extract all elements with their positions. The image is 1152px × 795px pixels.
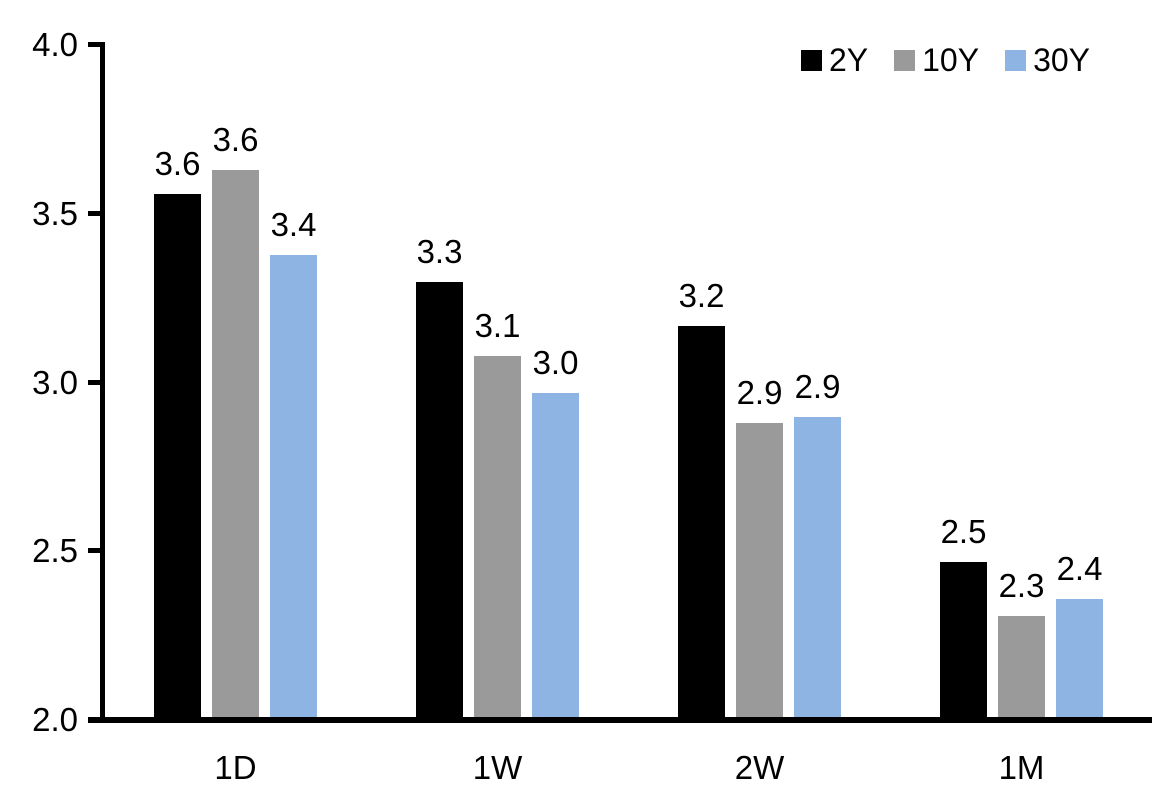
x-axis-category-label: 1D [214, 749, 257, 786]
bar-30y-1w [532, 393, 579, 717]
bar-value-label: 3.1 [474, 306, 521, 344]
y-axis-tick [88, 548, 100, 554]
bar-value-label: 3.4 [270, 205, 317, 243]
y-axis-tick [88, 717, 100, 722]
bar-value-label: 2.4 [1056, 549, 1103, 587]
bar-30y-2w [794, 416, 841, 717]
bar-2y-1m [940, 561, 987, 717]
bar-2y-1w [416, 281, 463, 717]
legend-label-2y: 2Y [828, 42, 869, 78]
legend-item-10y: 10Y [894, 44, 979, 76]
y-axis-tick [88, 42, 100, 47]
y-axis-tick-label: 4.0 [32, 26, 78, 63]
y-axis-tick-label: 3.0 [32, 363, 78, 401]
bar-10y-2w [736, 423, 783, 717]
bar-10y-1w [474, 355, 521, 717]
bar-value-label: 3.0 [532, 344, 579, 381]
legend-label-30y: 30Y [1033, 42, 1090, 78]
bar-10y-1m [998, 615, 1045, 717]
legend: 2Y 10Y 30Y [800, 42, 1090, 78]
x-axis-category-label: 1M [998, 749, 1045, 786]
bar-value-label: 3.3 [416, 232, 463, 270]
bar-value-label: 3.6 [212, 121, 259, 159]
x-axis-category-label: 2W [734, 749, 785, 786]
legend-swatch-30y-icon [1005, 49, 1027, 71]
bar-2y-1d [154, 193, 201, 717]
y-axis-tick-label: 2.5 [32, 532, 78, 570]
y-axis-tick-label: 3.5 [32, 194, 78, 232]
bar-value-label: 2.3 [998, 566, 1045, 604]
bar-30y-1d [270, 254, 317, 717]
y-axis-tick [88, 210, 100, 216]
legend-item-2y: 2Y [800, 42, 869, 78]
bar-value-label: 3.6 [154, 144, 201, 182]
bar-value-label: 2.9 [794, 367, 841, 405]
legend-label-10y: 10Y [922, 42, 980, 78]
bar-value-label: 3.2 [678, 276, 725, 314]
y-axis-line [100, 42, 105, 723]
y-axis-tick-label: 2.0 [32, 701, 78, 738]
bar-2y-2w [678, 325, 725, 717]
y-axis-tick [88, 379, 100, 385]
legend-swatch-10y-icon [894, 49, 916, 71]
legend-swatch-2y-icon [800, 49, 822, 71]
bar-10y-1d [212, 170, 259, 717]
x-axis-category-label: 1W [472, 749, 523, 786]
legend-item-30y: 30Y [1005, 44, 1090, 76]
x-axis-line [88, 717, 1152, 723]
bar-30y-1m [1056, 598, 1103, 717]
bar-value-label: 2.5 [940, 512, 987, 550]
bar-value-label: 2.9 [736, 374, 783, 412]
